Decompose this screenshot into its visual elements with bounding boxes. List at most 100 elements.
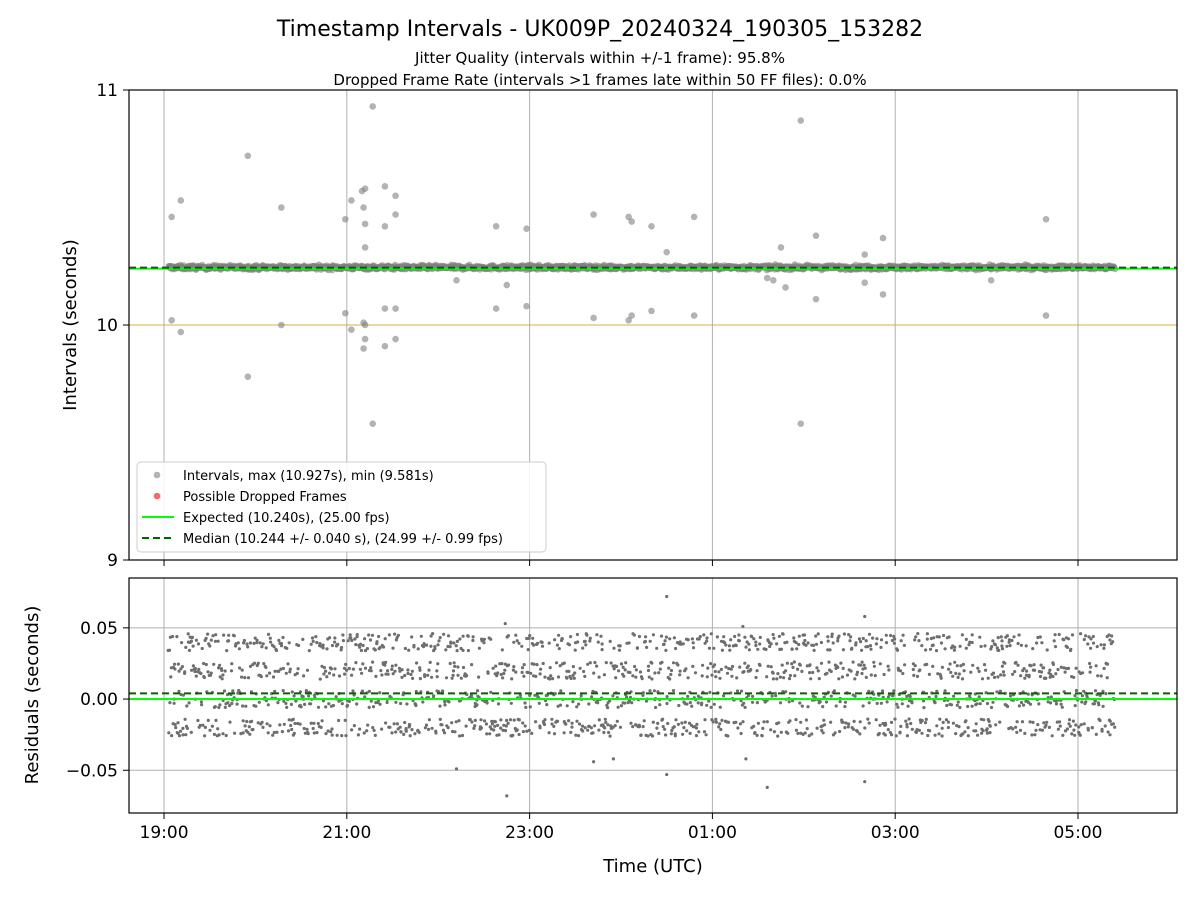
residual-point bbox=[448, 661, 452, 666]
interval-outlier-point bbox=[861, 279, 869, 287]
residual-point bbox=[230, 662, 234, 666]
residual-point bbox=[337, 718, 341, 723]
x-tick-label: 23:00 bbox=[505, 823, 554, 843]
residual-point bbox=[359, 642, 363, 646]
residual-point bbox=[378, 702, 382, 706]
residual-point bbox=[717, 725, 721, 729]
interval-outlier-point bbox=[690, 312, 698, 319]
residual-point bbox=[499, 672, 503, 677]
residual-point bbox=[1017, 633, 1021, 637]
residual-point bbox=[791, 665, 795, 670]
residual-point bbox=[756, 721, 761, 725]
residual-point bbox=[822, 718, 826, 722]
residual-point bbox=[233, 731, 237, 735]
residual-point bbox=[497, 733, 501, 737]
residual-point bbox=[303, 702, 307, 707]
residual-point bbox=[703, 718, 707, 722]
residual-point bbox=[422, 642, 426, 646]
y-tick-label: 11 bbox=[96, 81, 118, 101]
residual-point bbox=[755, 669, 759, 673]
residual-point bbox=[864, 639, 868, 643]
residual-point bbox=[1070, 732, 1074, 736]
residual-point bbox=[1058, 724, 1062, 728]
residual-point bbox=[974, 729, 978, 733]
residual-point bbox=[246, 676, 251, 680]
residuals-y-axis-label: Residuals (seconds) bbox=[22, 606, 43, 785]
residual-point bbox=[418, 666, 422, 670]
interval-outlier-point bbox=[625, 317, 632, 324]
residual-point bbox=[821, 731, 825, 735]
residual-point bbox=[552, 724, 556, 729]
residual-point bbox=[1072, 675, 1076, 680]
residual-point bbox=[394, 663, 398, 667]
residual-point bbox=[852, 719, 856, 724]
residual-point bbox=[779, 647, 784, 651]
residual-point bbox=[1102, 646, 1106, 651]
residual-point bbox=[266, 632, 271, 637]
residual-point bbox=[949, 670, 953, 675]
residual-point bbox=[666, 721, 670, 726]
residual-point bbox=[453, 730, 457, 734]
residual-point bbox=[669, 668, 674, 673]
residual-point bbox=[618, 644, 622, 648]
residual-point bbox=[556, 719, 560, 723]
residual-point bbox=[871, 636, 875, 640]
residual-point bbox=[1051, 662, 1055, 667]
residual-point bbox=[284, 671, 288, 675]
residual-point bbox=[218, 703, 222, 707]
residual-point bbox=[413, 732, 417, 736]
residual-point bbox=[988, 731, 992, 735]
residual-point bbox=[553, 638, 557, 642]
residual-point bbox=[940, 726, 944, 730]
residual-point bbox=[863, 726, 867, 730]
residual-point bbox=[960, 677, 965, 681]
residual-point bbox=[892, 689, 896, 693]
residual-point bbox=[570, 725, 574, 729]
residual-point bbox=[1030, 733, 1034, 737]
residual-point bbox=[658, 667, 662, 671]
residual-point bbox=[1038, 635, 1042, 639]
residual-point bbox=[465, 673, 469, 678]
residual-point bbox=[203, 725, 207, 730]
residual-point bbox=[877, 731, 881, 736]
residual-outlier-point bbox=[503, 621, 507, 626]
residual-point bbox=[639, 733, 643, 737]
residual-point bbox=[1070, 633, 1075, 637]
residual-point bbox=[316, 721, 320, 726]
residual-point bbox=[1023, 731, 1027, 736]
residual-point bbox=[691, 664, 695, 669]
residual-point bbox=[377, 634, 381, 639]
residual-point bbox=[288, 670, 292, 674]
residual-point bbox=[371, 660, 375, 664]
interval-outlier-point bbox=[177, 328, 185, 336]
residual-point bbox=[208, 728, 212, 732]
residual-point bbox=[451, 673, 455, 678]
residual-point bbox=[619, 662, 624, 666]
residual-point bbox=[571, 673, 575, 678]
residual-point bbox=[925, 637, 929, 641]
residual-point bbox=[234, 642, 238, 646]
residual-point bbox=[702, 633, 706, 637]
residual-point bbox=[602, 730, 606, 735]
residual-point bbox=[680, 721, 684, 725]
residual-point bbox=[631, 674, 635, 678]
residual-point bbox=[218, 675, 222, 679]
residual-point bbox=[409, 672, 413, 677]
residual-point bbox=[1057, 632, 1061, 637]
residual-point bbox=[805, 727, 809, 731]
residual-point bbox=[277, 669, 281, 674]
residual-point bbox=[553, 692, 557, 696]
residual-point bbox=[1039, 663, 1043, 667]
residual-point bbox=[402, 732, 406, 737]
residual-point bbox=[1025, 669, 1029, 673]
residual-point bbox=[224, 733, 228, 738]
residual-point bbox=[520, 644, 524, 648]
residual-point bbox=[885, 700, 889, 704]
residual-point bbox=[1000, 647, 1005, 651]
residual-point bbox=[538, 672, 542, 676]
residual-point bbox=[694, 734, 699, 738]
residual-point bbox=[184, 733, 188, 737]
residual-point bbox=[668, 637, 672, 641]
residual-point bbox=[361, 643, 365, 648]
residual-point bbox=[299, 705, 303, 709]
